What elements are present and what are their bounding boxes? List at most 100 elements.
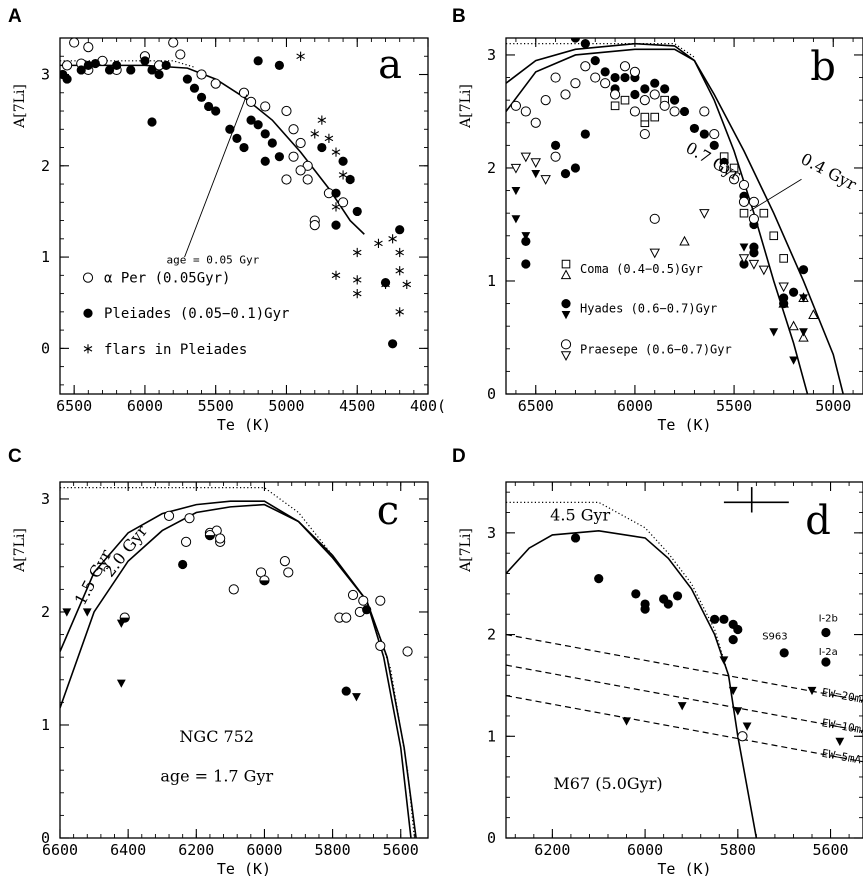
legend-marker (82, 272, 94, 283)
data-point (640, 84, 650, 94)
data-point (699, 209, 710, 219)
data-point (748, 259, 760, 270)
data-point (799, 294, 808, 303)
data-point (309, 220, 320, 231)
data-point (168, 38, 179, 48)
data-point (728, 174, 740, 185)
x-tick-label: 6200 (178, 841, 214, 859)
data-point (649, 248, 660, 259)
plot-frame (505, 37, 863, 395)
data-point (630, 89, 640, 100)
data-point (798, 265, 809, 275)
x-tick-label: 5800 (315, 841, 351, 859)
legend-marker (560, 339, 572, 350)
model-curve-dotted (506, 501, 730, 676)
y-tick-label: 2 (41, 157, 50, 175)
data-point (388, 339, 398, 349)
data-point (331, 147, 341, 157)
data-point (163, 510, 175, 522)
data-point (629, 106, 641, 117)
y-tick-label: 2 (487, 626, 496, 644)
x-tick-label: 6000 (246, 841, 282, 859)
panel-label: c (377, 488, 399, 534)
x-tick-label: 6500 (56, 397, 92, 415)
data-point (600, 78, 611, 89)
data-point (302, 160, 313, 171)
x-axis-label: Te (K) (657, 416, 711, 434)
x-tick-label: 400( (410, 397, 446, 415)
data-point (362, 605, 372, 615)
x-tick-label: 5500 (716, 397, 752, 415)
data-point (788, 287, 799, 297)
data-point (619, 61, 631, 72)
legend-label: flars in Pleiades (104, 342, 247, 358)
y-tick-label: 3 (41, 66, 50, 84)
data-point (395, 225, 405, 235)
data-point (90, 58, 100, 69)
data-point (239, 142, 249, 153)
legend-marker (561, 311, 571, 320)
data-point (622, 717, 631, 726)
data-point (689, 123, 700, 134)
annotation: M67 (5.0Gyr) (553, 774, 662, 793)
y-tick-label: 3 (487, 524, 496, 542)
data-point (530, 117, 541, 128)
x-tick-label: 5000 (815, 397, 851, 415)
data-point (281, 174, 292, 185)
data-point (352, 206, 362, 217)
y-tick-label: 1 (487, 727, 496, 745)
data-point (759, 208, 769, 218)
data-point (748, 196, 760, 207)
data-point (798, 331, 809, 342)
panel-label: d (805, 498, 831, 544)
y-axis-label: A[7Li] (458, 528, 474, 573)
data-point (511, 215, 521, 224)
plot-frame (59, 481, 429, 839)
data-point (799, 328, 808, 337)
data-points (570, 533, 845, 746)
data-point (337, 197, 349, 208)
legend-marker (83, 308, 93, 318)
plot-frame (505, 481, 863, 839)
data-point (279, 556, 290, 567)
data-point (521, 232, 531, 241)
data-point (510, 163, 522, 174)
data-point (639, 128, 650, 140)
data-point (147, 117, 157, 127)
data-point (204, 101, 214, 112)
x-tick-label: 6500 (518, 397, 554, 415)
y-tick-label: 2 (41, 603, 50, 621)
model-curve-dotted (60, 487, 415, 838)
data-point (331, 220, 341, 230)
data-point (196, 92, 207, 102)
model-curve-dotted (506, 43, 695, 58)
data-point (631, 589, 641, 599)
data-point (253, 120, 263, 130)
model-curve-solid (506, 530, 758, 838)
data-point (253, 56, 263, 66)
chart-panel-a: 6500 6000 5500 5000 4500 400(0 1 2 3 Te (K) A[7Li]… (12, 37, 446, 434)
y-tick-label: 3 (41, 490, 50, 508)
annotation-leader (184, 94, 248, 258)
data-point (742, 722, 752, 731)
legend-label: Hyades (0.6−0.7)Gyr (580, 302, 717, 316)
data-point (669, 106, 680, 117)
data-point (570, 78, 581, 89)
y-tick-label: 0 (41, 829, 50, 847)
data-point (733, 624, 743, 635)
data-point (738, 196, 750, 207)
data-point (83, 60, 93, 70)
data-point (789, 356, 798, 365)
data-point (126, 65, 136, 75)
data-point (161, 60, 171, 70)
data-point (594, 574, 604, 584)
data-point (590, 56, 600, 66)
y-tick-label: 3 (487, 46, 496, 64)
legend-label: α Per (0.05Gyr) (104, 271, 230, 287)
y-tick-label: 1 (41, 716, 50, 734)
data-point (260, 101, 271, 112)
data-points (60, 38, 412, 349)
data-point (738, 179, 750, 191)
data-point (710, 614, 720, 624)
panel-label: a (378, 42, 402, 88)
